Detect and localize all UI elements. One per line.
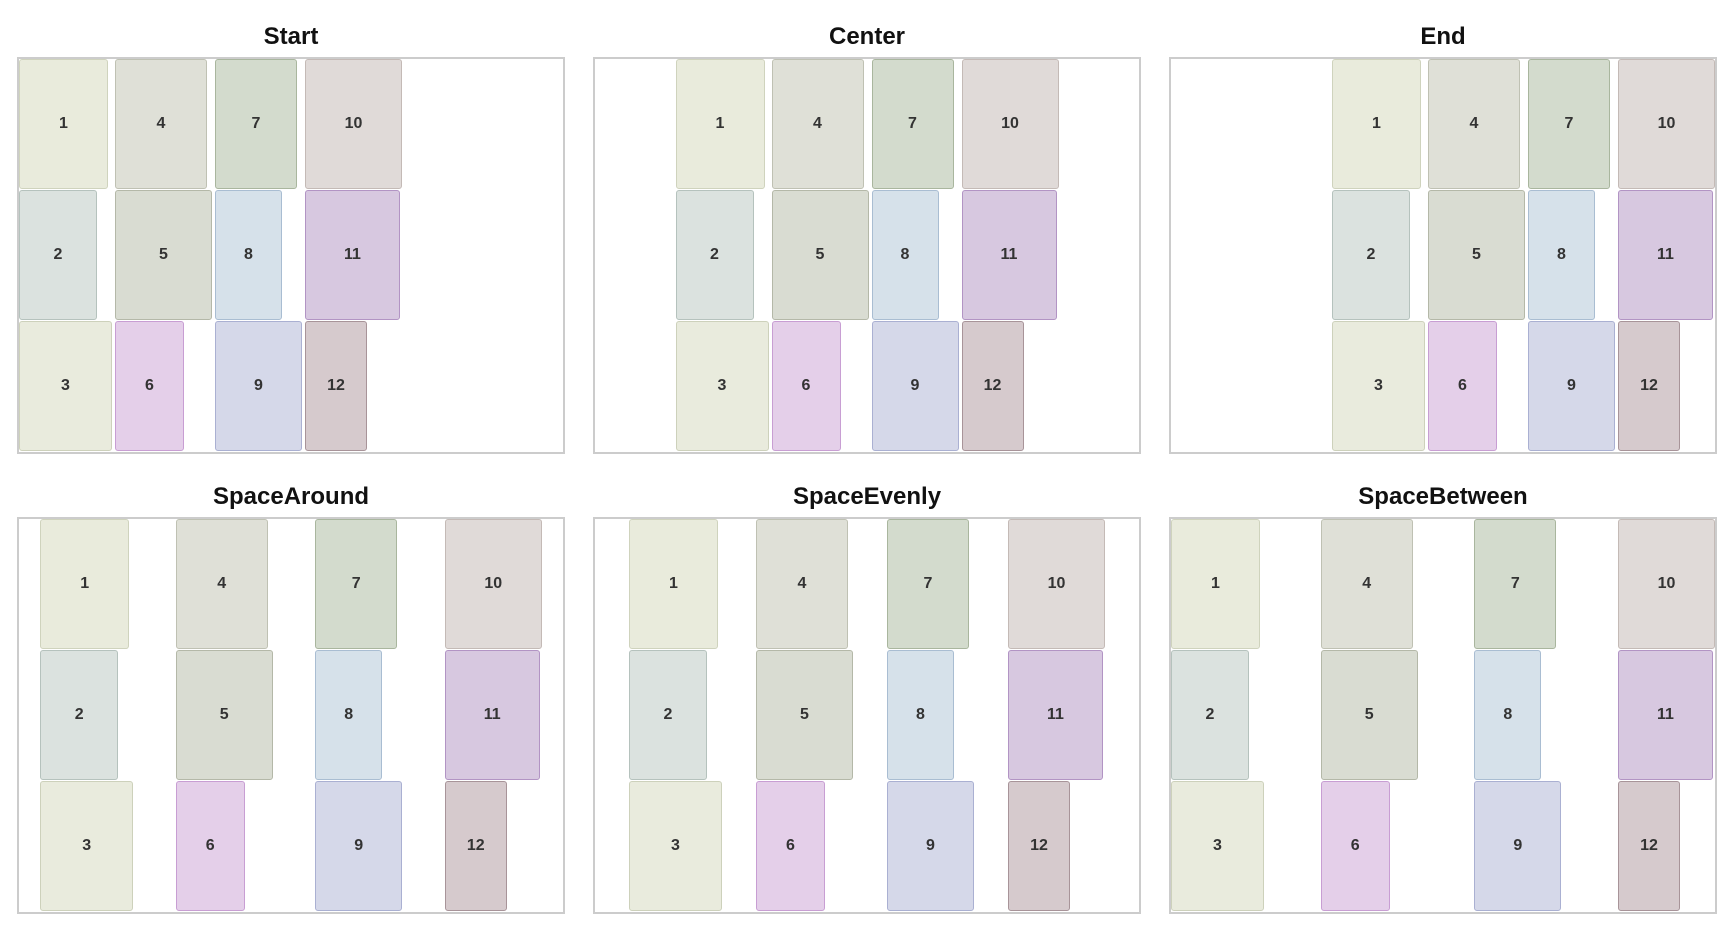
panel-space-evenly: SpaceEvenly 1 2 3 4 5 6 7 8 9 10 11 12: [593, 483, 1141, 914]
item-box-1: 1: [629, 519, 718, 649]
item-box-3: 3: [40, 781, 134, 911]
item-box-5: 5: [771, 190, 869, 320]
item-box-7: 7: [215, 59, 297, 189]
item-box-11: 11: [1008, 650, 1103, 780]
item-box-5: 5: [115, 190, 212, 320]
item-box-5: 5: [756, 650, 853, 780]
item-box-8: 8: [315, 650, 383, 780]
panel-frame: 1 2 3 4 5 6 7 8 9 10 11 12: [17, 517, 565, 914]
item-box-9: 9: [215, 321, 302, 451]
item-box-6: 6: [756, 781, 825, 911]
item-box-2: 2: [40, 650, 119, 780]
item-box-4: 4: [1320, 519, 1413, 649]
item-box-3: 3: [675, 321, 769, 451]
item-box-7: 7: [871, 59, 954, 189]
item-box-12: 12: [1008, 781, 1070, 911]
item-box-12: 12: [444, 781, 507, 911]
item-box-7: 7: [887, 519, 969, 649]
panel-title: Start: [263, 23, 319, 50]
item-box-11: 11: [1618, 650, 1713, 780]
panel-center: Center 1 2 3 4 5 6 7 8 9 10 11 12: [593, 23, 1141, 454]
item-box-7: 7: [1474, 519, 1557, 649]
item-box-1: 1: [19, 59, 108, 189]
item-box-9: 9: [1528, 321, 1615, 451]
item-box-10: 10: [444, 519, 542, 649]
item-box-4: 4: [175, 519, 268, 649]
item-box-11: 11: [305, 190, 400, 320]
panel-frame: 1 2 3 4 5 6 7 8 9 10 11 12: [1169, 57, 1717, 454]
item-box-6: 6: [1428, 321, 1497, 451]
panel-frame: 1 2 3 4 5 6 7 8 9 10 11 12: [17, 57, 565, 454]
item-box-9: 9: [871, 321, 959, 451]
item-box-5: 5: [1428, 190, 1525, 320]
item-box-12: 12: [305, 321, 367, 451]
item-box-12: 12: [961, 321, 1024, 451]
panel-title: Center: [828, 23, 906, 50]
item-box-10: 10: [1618, 519, 1715, 649]
panel-title: End: [1420, 23, 1466, 50]
item-box-4: 4: [1428, 59, 1520, 189]
item-box-4: 4: [756, 519, 848, 649]
item-box-1: 1: [40, 519, 130, 649]
item-box-7: 7: [315, 519, 398, 649]
item-box-11: 11: [444, 650, 540, 780]
item-box-3: 3: [629, 781, 722, 911]
item-box-3: 3: [1171, 781, 1264, 911]
panel-start: Start 1 2 3 4 5 6 7 8 9 10 11 12: [17, 23, 565, 454]
panel-frame: 1 2 3 4 5 6 7 8 9 10 11 12: [593, 517, 1141, 914]
item-box-9: 9: [1474, 781, 1562, 911]
item-box-10: 10: [961, 59, 1059, 189]
item-box-6: 6: [771, 321, 841, 451]
panel-title: SpaceBetween: [1358, 483, 1528, 510]
item-box-2: 2: [1171, 650, 1249, 780]
panel-title: SpaceAround: [212, 483, 370, 510]
item-box-4: 4: [771, 59, 864, 189]
panel-frame: 1 2 3 4 5 6 7 8 9 10 11 12: [593, 57, 1141, 454]
item-box-3: 3: [19, 321, 112, 451]
item-box-7: 7: [1528, 59, 1610, 189]
item-box-5: 5: [175, 650, 273, 780]
panel-space-around: SpaceAround 1 2 3 4 5 6 7 8 9 10 11 12: [17, 483, 565, 914]
item-box-12: 12: [1618, 781, 1680, 911]
item-box-10: 10: [1008, 519, 1105, 649]
item-box-5: 5: [1320, 650, 1418, 780]
item-box-8: 8: [215, 190, 282, 320]
item-box-1: 1: [675, 59, 765, 189]
item-box-8: 8: [1474, 650, 1542, 780]
item-box-2: 2: [675, 190, 754, 320]
item-box-1: 1: [1332, 59, 1421, 189]
item-box-9: 9: [315, 781, 403, 911]
item-box-2: 2: [629, 650, 707, 780]
item-box-10: 10: [305, 59, 402, 189]
item-box-6: 6: [175, 781, 245, 911]
item-box-6: 6: [115, 321, 184, 451]
item-box-4: 4: [115, 59, 207, 189]
panel-frame: 1 2 3 4 5 6 7 8 9 10 11 12: [1169, 517, 1717, 914]
item-box-11: 11: [961, 190, 1057, 320]
item-box-9: 9: [887, 781, 974, 911]
panel-space-between: SpaceBetween 1 2 3 4 5 6 7 8 9 10 11 12: [1169, 483, 1717, 914]
item-box-2: 2: [1332, 190, 1410, 320]
item-box-2: 2: [19, 190, 97, 320]
item-box-8: 8: [871, 190, 939, 320]
item-box-11: 11: [1618, 190, 1713, 320]
item-box-8: 8: [887, 650, 954, 780]
item-box-8: 8: [1528, 190, 1595, 320]
panel-title: SpaceEvenly: [792, 483, 942, 510]
item-box-12: 12: [1618, 321, 1680, 451]
item-box-3: 3: [1332, 321, 1425, 451]
panel-end: End 1 2 3 4 5 6 7 8 9 10 11 12: [1169, 23, 1717, 454]
item-box-1: 1: [1171, 519, 1260, 649]
item-box-10: 10: [1618, 59, 1715, 189]
item-box-6: 6: [1320, 781, 1390, 911]
